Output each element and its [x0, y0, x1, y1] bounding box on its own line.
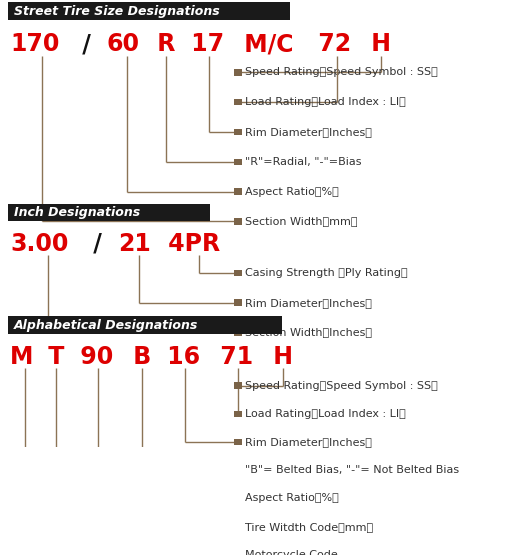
- Text: Aspect Ratio（%）: Aspect Ratio（%）: [245, 186, 339, 196]
- Text: "B"= Belted Bias, "-"= Not Belted Bias: "B"= Belted Bias, "-"= Not Belted Bias: [245, 465, 459, 475]
- Text: /: /: [74, 32, 99, 56]
- Text: H: H: [363, 32, 391, 56]
- Bar: [8, 316, 282, 334]
- Text: 72: 72: [310, 32, 351, 56]
- Text: 3.00: 3.00: [10, 232, 68, 256]
- Text: R: R: [149, 32, 175, 56]
- Text: Tire Witdth Code（mm）: Tire Witdth Code（mm）: [245, 522, 373, 532]
- Bar: [234, 467, 242, 473]
- Bar: [234, 69, 242, 75]
- Text: B: B: [125, 345, 151, 369]
- Text: Motorcycle Code: Motorcycle Code: [245, 549, 338, 555]
- Text: 16: 16: [159, 345, 200, 369]
- Bar: [234, 270, 242, 276]
- Bar: [234, 495, 242, 502]
- Text: 17: 17: [183, 32, 224, 56]
- Text: /: /: [85, 232, 111, 256]
- Bar: [234, 411, 242, 417]
- Text: M: M: [10, 345, 33, 369]
- Text: Casing Strength （Ply Rating）: Casing Strength （Ply Rating）: [245, 268, 408, 278]
- Text: "R"=Radial, "-"=Bias: "R"=Radial, "-"=Bias: [245, 157, 361, 167]
- Text: H: H: [265, 345, 293, 369]
- Text: 71: 71: [212, 345, 253, 369]
- Text: Load Rating（Load Index : LI）: Load Rating（Load Index : LI）: [245, 97, 406, 107]
- Text: M/C: M/C: [236, 32, 293, 56]
- Text: Section Width（Inches）: Section Width（Inches）: [245, 327, 372, 337]
- Text: 60: 60: [106, 32, 139, 56]
- Text: Aspect Ratio（%）: Aspect Ratio（%）: [245, 493, 339, 503]
- Bar: [234, 552, 242, 555]
- Text: Rim Diameter（Inches）: Rim Diameter（Inches）: [245, 297, 372, 307]
- Bar: [234, 300, 242, 306]
- Text: Street Tire Size Designations: Street Tire Size Designations: [14, 5, 220, 18]
- Text: Alphabetical Designations: Alphabetical Designations: [14, 319, 198, 332]
- Text: Speed Rating（Speed Symbol : SS）: Speed Rating（Speed Symbol : SS）: [245, 381, 438, 391]
- Text: 170: 170: [10, 32, 59, 56]
- Text: 90: 90: [71, 345, 113, 369]
- Bar: [234, 159, 242, 165]
- Bar: [234, 523, 242, 529]
- Text: T: T: [40, 345, 65, 369]
- Text: 4PR: 4PR: [160, 232, 220, 256]
- Bar: [234, 188, 242, 195]
- Text: Speed Rating（Speed Symbol : SS）: Speed Rating（Speed Symbol : SS）: [245, 68, 438, 78]
- Bar: [234, 218, 242, 225]
- Bar: [234, 129, 242, 135]
- Text: 21: 21: [118, 232, 150, 256]
- Text: Rim Diameter（Inches）: Rim Diameter（Inches）: [245, 127, 372, 137]
- Bar: [234, 99, 242, 105]
- Bar: [234, 439, 242, 445]
- Bar: [8, 204, 210, 221]
- Text: Section Width（mm）: Section Width（mm）: [245, 216, 358, 226]
- Text: Inch Designations: Inch Designations: [14, 206, 140, 219]
- Text: Rim Diameter（Inches）: Rim Diameter（Inches）: [245, 437, 372, 447]
- Bar: [234, 382, 242, 389]
- Bar: [234, 329, 242, 336]
- Bar: [8, 2, 290, 20]
- Text: Load Rating（Load Index : LI）: Load Rating（Load Index : LI）: [245, 409, 406, 419]
